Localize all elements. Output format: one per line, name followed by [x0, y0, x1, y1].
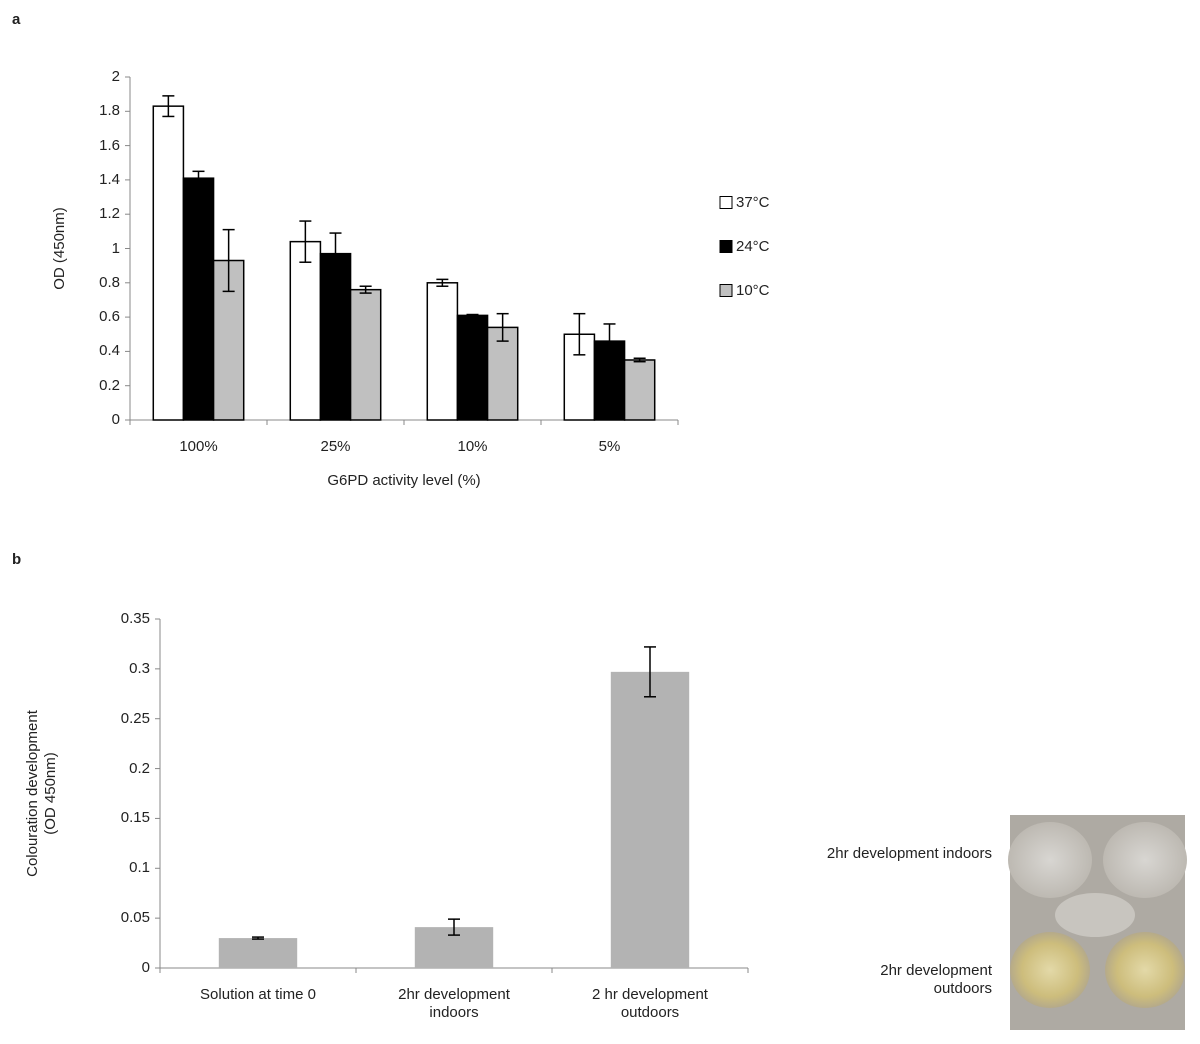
error-bar	[162, 95, 175, 118]
panel-label: b	[12, 551, 21, 568]
bar	[349, 288, 382, 421]
x-tick-label: 10%	[457, 438, 488, 455]
x-tick-label: 5%	[598, 438, 621, 455]
bar	[319, 252, 352, 421]
y-tick-label: 1	[111, 239, 120, 257]
photo-label: 2hr development indoors	[826, 845, 992, 862]
y-tick-label: 0.35	[120, 610, 150, 627]
y-tick-label: 0	[111, 411, 120, 428]
bar	[152, 105, 185, 421]
photo-label: 2hr development outdoors	[880, 962, 992, 997]
y-tick-label: 1.8	[99, 102, 120, 120]
bar	[426, 282, 459, 421]
y-tick-label: 2	[111, 68, 120, 85]
error-bar	[633, 357, 646, 363]
bar	[456, 314, 489, 421]
error-bar	[466, 313, 479, 317]
y-axis-label: (OD 450nm)	[42, 752, 59, 835]
error-bar	[222, 228, 235, 293]
error-bar	[299, 220, 312, 263]
y-tick-label: 0.15	[120, 809, 150, 827]
y-tick-label: 0.25	[120, 709, 150, 727]
x-tick-label: Solution at time 0	[200, 986, 316, 1003]
x-tick-label: 25%	[320, 438, 351, 455]
y-tick-label: 0.05	[120, 909, 150, 927]
x-axis-label: G6PD activity level (%)	[327, 472, 481, 489]
bar	[289, 240, 322, 421]
error-bar	[359, 285, 372, 294]
error-bar	[192, 170, 205, 186]
y-tick-label: 0.2	[99, 376, 120, 394]
y-axis-label: Colouration development	[24, 709, 41, 877]
legend-swatch	[719, 196, 733, 209]
y-tick-label: 0.1	[129, 859, 150, 877]
bar	[218, 938, 298, 968]
error-bar	[603, 323, 616, 360]
x-tick-label: 2 hr development outdoors	[592, 986, 708, 1021]
error-bar	[448, 918, 460, 936]
legend-swatch	[719, 240, 733, 253]
error-bar	[329, 232, 342, 275]
y-tick-label: 1.6	[99, 136, 120, 154]
x-tick-label: 2hr development indoors	[398, 986, 510, 1021]
y-tick-label: 0.8	[99, 273, 120, 291]
y-tick-label: 0.3	[129, 659, 150, 677]
y-tick-label: 0.6	[99, 308, 120, 326]
legend-label: 24°C	[736, 237, 770, 255]
error-bar	[252, 936, 264, 940]
y-tick-label: 0.4	[99, 342, 120, 360]
legend-label: 37°C	[736, 193, 770, 211]
legend-label: 10°C	[736, 281, 770, 299]
bar	[623, 359, 656, 421]
error-bar	[573, 312, 586, 356]
photo	[1008, 815, 1187, 1030]
bar	[182, 177, 215, 421]
error-bar	[436, 278, 449, 287]
error-bar	[644, 646, 656, 698]
panel-label: a	[12, 11, 21, 28]
error-bar	[496, 312, 509, 342]
y-tick-label: 0	[141, 959, 150, 976]
x-tick-label: 100%	[179, 438, 218, 455]
bar	[486, 326, 519, 421]
legend-swatch	[719, 284, 733, 297]
y-axis-label: OD (450nm)	[51, 207, 68, 290]
y-tick-label: 1.2	[99, 205, 120, 223]
y-tick-label: 1.4	[99, 170, 120, 188]
bar	[610, 671, 690, 968]
y-tick-label: 0.2	[129, 759, 150, 777]
